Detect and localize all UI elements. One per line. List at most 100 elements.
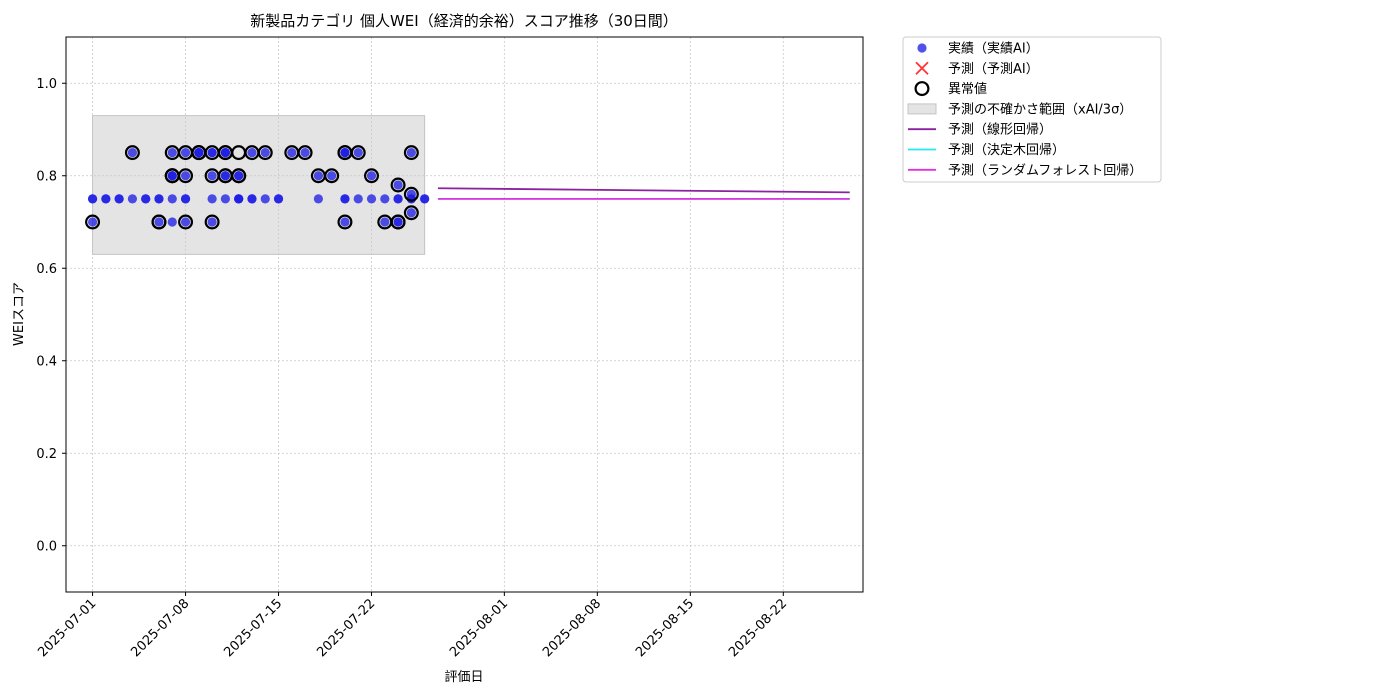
anomaly-marker: [324, 168, 340, 184]
uncertainty-band-layer: [92, 115, 426, 255]
legend-x-stroke: [915, 61, 929, 75]
actual-point: [406, 208, 416, 218]
legend-label: 予測（決定木回帰）: [948, 142, 1065, 158]
legend-swatch-anomaly: [914, 81, 930, 97]
legend-box: [902, 36, 1162, 183]
anomaly-marker: [257, 145, 273, 161]
anomaly-marker: [178, 168, 194, 184]
legend-label: 予測（線形回帰）: [948, 122, 1052, 138]
plot-frame: [65, 36, 864, 593]
actual-point: [194, 148, 204, 158]
actual-point: [127, 148, 138, 158]
actual-point: [167, 148, 177, 158]
x-tick-label: 2025-07-22: [314, 596, 378, 660]
legend-swatch-band: [907, 103, 937, 115]
anomaly-marker: [390, 177, 406, 193]
actual-point: [247, 194, 257, 204]
actual-point: [406, 148, 416, 158]
actual-point: [167, 217, 177, 227]
actual-point: [87, 194, 98, 204]
trend-line-0: [437, 187, 850, 194]
anomaly-marker: [403, 205, 419, 221]
legend-label: 実績（実績AI）: [948, 41, 1039, 57]
anomaly-marker: [297, 145, 313, 161]
actual-point: [154, 194, 164, 204]
x-tick-label: 2025-08-15: [633, 596, 697, 660]
anomaly-marker: [85, 214, 101, 230]
y-axis-ticks: 0.0 0.2 0.4 0.6 0.8 1.0: [36, 77, 66, 554]
y-tick-label: 0.8: [36, 169, 57, 184]
x-tick-label: 2025-08-08: [540, 596, 604, 660]
actual-point: [234, 171, 244, 181]
actual-point: [393, 194, 403, 204]
actual-point: [340, 148, 350, 158]
actual-point: [127, 194, 138, 204]
anomaly-markers-layer: [85, 145, 419, 230]
y-tick-label: 0.4: [36, 354, 57, 369]
anomaly-marker: [151, 214, 167, 230]
x-axis-ticks: 2025-07-01 2025-07-08 2025-07-15 2025-07-22…: [35, 592, 790, 660]
anomaly-marker: [364, 168, 380, 184]
actual-point: [207, 171, 217, 181]
actual-point: [220, 171, 230, 181]
actual-point: [327, 171, 337, 181]
x-axis-title: 評価日: [444, 670, 483, 685]
actual-point: [141, 194, 151, 204]
y-tick-label: 1.0: [36, 77, 57, 92]
actual-point: [154, 217, 164, 227]
actual-point: [180, 148, 191, 158]
y-tick-label: 0.6: [36, 262, 57, 277]
y-axis-title: WEIスコア: [12, 282, 27, 346]
actual-point: [340, 217, 350, 227]
uncertainty-band: [92, 115, 426, 255]
legend-label: 異常値: [948, 81, 987, 97]
x-tick-label: 2025-07-15: [221, 596, 285, 660]
anomaly-marker: [204, 214, 220, 230]
actual-point: [380, 194, 390, 204]
actual-point: [220, 194, 230, 204]
actual-point: [260, 148, 270, 158]
trend-line-layer: [437, 187, 850, 200]
anomaly-marker: [124, 145, 140, 161]
actual-point: [420, 194, 430, 204]
actual-point: [313, 194, 323, 204]
actual-point: [167, 194, 177, 204]
actual-point: [366, 171, 377, 181]
anomaly-marker: [390, 214, 406, 230]
actual-point: [207, 217, 217, 227]
actual-point: [180, 171, 191, 181]
actual-point: [353, 194, 363, 204]
x-tick-label: 2025-08-22: [726, 596, 790, 660]
chart-title: 新製品カテゴリ 個人WEI（経済的余裕）スコア推移（30日間）: [250, 12, 678, 30]
legend-label: 予測（ランダムフォレスト回帰）: [948, 162, 1142, 178]
actual-point: [287, 148, 297, 158]
actual-point: [300, 148, 310, 158]
actual-point: [180, 217, 191, 227]
anomaly-marker: [403, 145, 419, 161]
legend-swatch-actual: [917, 43, 927, 53]
actual-point: [380, 217, 390, 227]
actual-point: [273, 194, 284, 204]
grid-layer: [66, 37, 863, 592]
legend-label: 予測の不確かさ範囲（xAI/3σ）: [948, 101, 1132, 117]
anomaly-marker: [337, 214, 353, 230]
y-tick-label: 0.2: [36, 447, 57, 462]
actual-point: [180, 194, 191, 204]
x-tick-label: 2025-07-01: [35, 596, 99, 660]
actual-point: [340, 194, 350, 204]
anomaly-marker: [403, 186, 419, 202]
x-tick-label: 2025-08-01: [447, 596, 511, 660]
actual-point: [234, 194, 244, 204]
actual-point: [207, 194, 217, 204]
x-tick-label: 2025-07-08: [128, 596, 192, 660]
anomaly-marker: [350, 145, 366, 161]
actual-point: [393, 217, 403, 227]
actual-point: [366, 194, 377, 204]
actual-point: [313, 171, 323, 181]
actual-point: [393, 180, 403, 190]
y-tick-label: 0.0: [36, 539, 57, 554]
actual-point: [167, 171, 177, 181]
actual-point: [87, 217, 98, 227]
